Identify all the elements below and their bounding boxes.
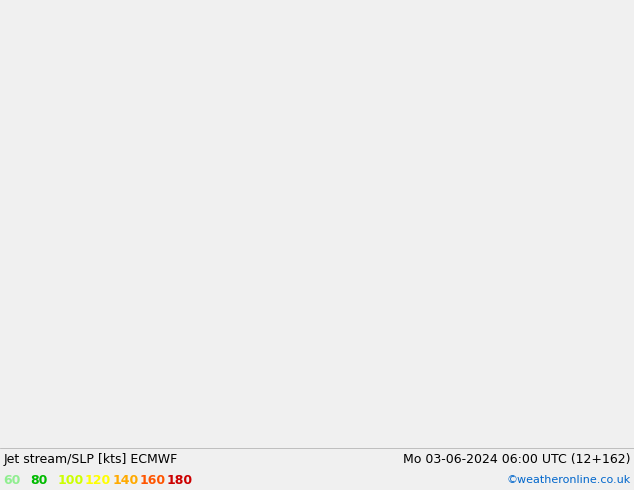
Text: ©weatheronline.co.uk: ©weatheronline.co.uk <box>507 475 631 485</box>
Text: 100: 100 <box>58 474 84 487</box>
Text: 80: 80 <box>30 474 48 487</box>
Text: 60: 60 <box>3 474 20 487</box>
Text: Jet stream/SLP [kts] ECMWF: Jet stream/SLP [kts] ECMWF <box>3 453 178 466</box>
Text: 180: 180 <box>167 474 193 487</box>
Text: 160: 160 <box>139 474 165 487</box>
Text: 140: 140 <box>112 474 138 487</box>
Text: Mo 03-06-2024 06:00 UTC (12+162): Mo 03-06-2024 06:00 UTC (12+162) <box>403 453 631 466</box>
Text: 120: 120 <box>85 474 111 487</box>
